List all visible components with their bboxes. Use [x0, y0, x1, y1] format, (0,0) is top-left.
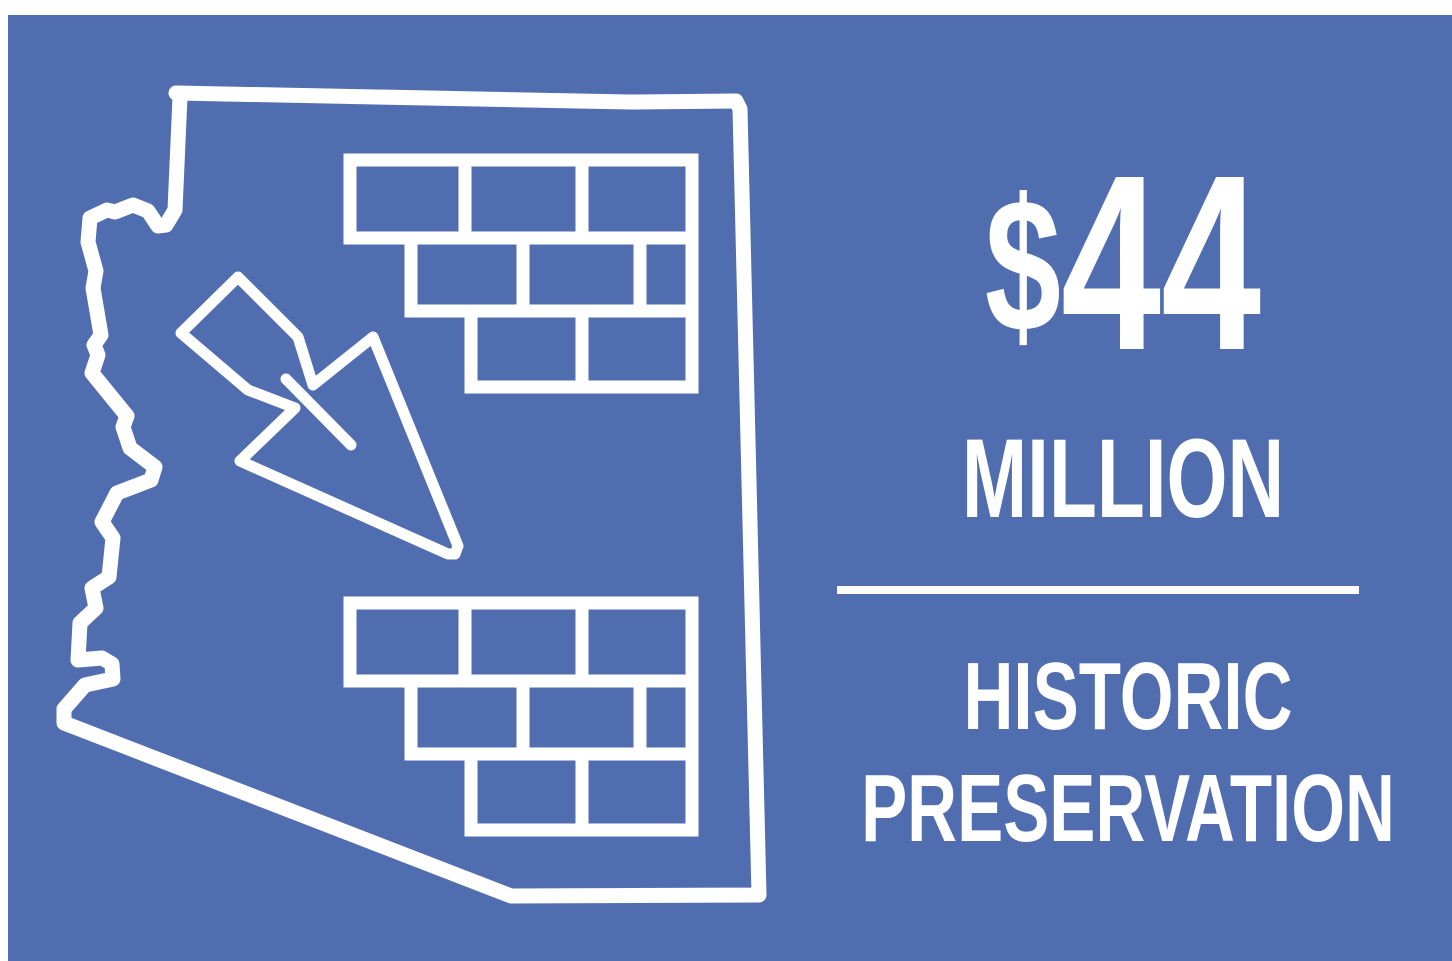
brick-wall-icon — [343, 596, 699, 837]
arizona-outline-icon — [56, 85, 767, 904]
panel-background — [8, 15, 1452, 961]
infographic-art — [8, 15, 1452, 961]
brick-wall-icon — [343, 153, 699, 394]
category-line-1: HISTORIC — [963, 643, 1293, 750]
funding-amount: $44 — [911, 123, 1336, 403]
trowel-icon — [175, 271, 464, 560]
amount-value: 44 — [1060, 123, 1262, 402]
currency-symbol: $ — [984, 160, 1061, 372]
category-line-2: PRESERVATION — [861, 755, 1395, 862]
infographic-panel: $44 MILLION HISTORIC PRESERVATION — [8, 15, 1452, 961]
divider-line — [837, 586, 1359, 594]
amount-unit: MILLION — [961, 416, 1285, 541]
